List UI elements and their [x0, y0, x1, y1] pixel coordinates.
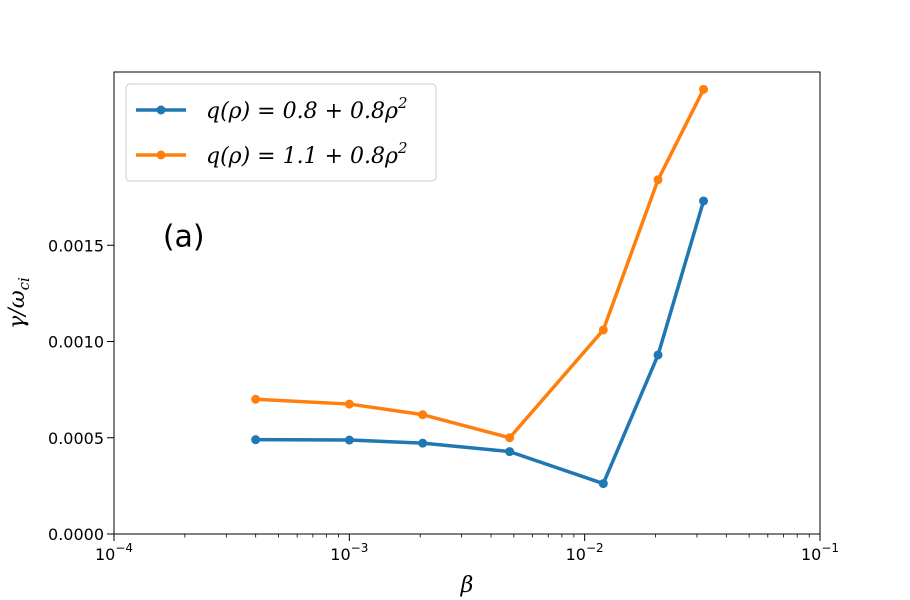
x-tick-label-base: 10 — [566, 545, 586, 564]
series-2-point — [251, 394, 261, 404]
x-tick-label-exp: −1 — [821, 541, 839, 555]
series-2-point — [505, 433, 515, 443]
x-tick-label-base: 10 — [330, 545, 350, 564]
legend-label-series-1-sup: 2 — [397, 94, 408, 112]
x-axis-label: β — [460, 573, 474, 598]
x-tick-label-exp: −2 — [586, 541, 604, 555]
x-tick-label: 10−2 — [566, 541, 604, 564]
legend-label-series-1: q(ρ) = 0.8 + 0.8ρ2 — [206, 94, 407, 124]
y-axis-label-sub: ci — [15, 277, 33, 290]
x-tick-label: 10−1 — [801, 541, 839, 564]
legend-label-series-2-sup: 2 — [397, 139, 408, 157]
x-tick-label-exp: −4 — [115, 541, 133, 555]
legend: q(ρ) = 0.8 + 0.8ρ2 q(ρ) = 1.1 + 0.8ρ2 — [125, 83, 437, 182]
series-1-point — [598, 479, 608, 489]
series-2-point — [653, 175, 663, 185]
series-1-point — [505, 447, 515, 457]
y-tick-label: 0.0000 — [48, 525, 104, 544]
x-tick-label-base: 10 — [95, 545, 115, 564]
legend-label-series-2: q(ρ) = 1.1 + 0.8ρ2 — [206, 139, 407, 169]
annotation-label: (a) — [163, 220, 205, 255]
x-tick-label-base: 10 — [801, 545, 821, 564]
series-1-point — [418, 438, 428, 448]
legend-label-series-1-main: q(ρ) = 0.8 + 0.8ρ — [206, 99, 398, 124]
series-1-point — [653, 350, 663, 360]
plot-frame — [113, 71, 821, 535]
legend-label-series-2-main: q(ρ) = 1.1 + 0.8ρ — [206, 144, 398, 169]
legend-box — [125, 83, 437, 182]
y-tick-label: 0.0005 — [48, 429, 104, 448]
x-tick-label: 10−4 — [95, 541, 133, 564]
series-2-point — [344, 399, 354, 409]
series-1-point — [344, 435, 354, 445]
x-tick-label-exp: −3 — [351, 541, 369, 555]
series-2-point — [598, 325, 608, 335]
series-2-point — [418, 410, 428, 420]
series-1-point — [699, 196, 709, 206]
legend-marker-series-2 — [156, 150, 166, 160]
y-axis-label-main: γ/ω — [5, 290, 30, 329]
legend-marker-series-1 — [156, 105, 166, 115]
y-tick-label: 0.0010 — [48, 333, 104, 352]
series-1-point — [251, 435, 261, 445]
x-tick-label: 10−3 — [330, 541, 368, 564]
y-axis-label: γ/ωci — [5, 277, 33, 329]
series-layer — [251, 84, 709, 489]
y-tick-label: 0.0015 — [48, 236, 104, 255]
series-2-point — [699, 84, 709, 94]
